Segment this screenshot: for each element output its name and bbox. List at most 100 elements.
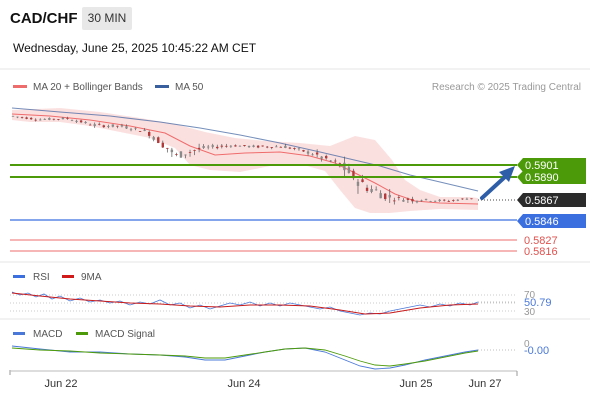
rsi-value-label: 50.79 [524, 297, 552, 309]
candle-body [88, 124, 92, 126]
candle-body [157, 137, 160, 144]
currency-pair-title: CAD/CHF [10, 10, 78, 27]
target-label-1: 0.5827 [524, 235, 558, 247]
candle-body [52, 118, 56, 120]
ma20-legend-swatch [13, 85, 27, 88]
candle-body [220, 145, 224, 147]
candle-body [20, 117, 24, 118]
candle-body [48, 118, 51, 120]
macd-value-label: -0.00 [524, 345, 549, 357]
rsi-level-30: 30 [524, 307, 536, 318]
candle-body [470, 198, 473, 200]
research-credit: Research © 2025 Trading Central [432, 82, 581, 93]
candle-body [98, 123, 101, 125]
candle-body [161, 142, 164, 148]
candle-body [461, 198, 464, 200]
candle-body [302, 150, 305, 152]
candle-body [288, 147, 292, 149]
candle-body [184, 154, 187, 156]
candle-body [370, 189, 373, 192]
candle-body [352, 170, 355, 179]
candle-body [256, 145, 260, 148]
x-tick-label: Jun 24 [227, 378, 260, 390]
candle-body [275, 146, 278, 148]
x-axis: Jun 22 Jun 24 Jun 25 Jun 27 [9, 370, 518, 390]
candle-body [138, 131, 142, 132]
candle-body [84, 121, 87, 124]
candle-body [193, 150, 196, 152]
candle-body [111, 124, 115, 127]
target-label-2: 0.5816 [524, 246, 558, 258]
candle-body [61, 117, 65, 120]
candle-body [202, 146, 205, 148]
candle-body [329, 160, 332, 162]
rsi-level-70: 70 [524, 290, 536, 301]
candle-body [388, 194, 391, 198]
candle-body [306, 151, 310, 154]
candle-body [147, 131, 151, 136]
candle-body [415, 200, 419, 203]
candle-body [188, 152, 192, 153]
candle-body [261, 145, 264, 147]
x-tick-label: Jun 22 [44, 378, 77, 390]
candle-body [129, 129, 133, 131]
candle-body [225, 145, 228, 147]
chart-datetime: Wednesday, June 25, 2025 10:45:22 AM CET [13, 41, 257, 55]
candle-body [365, 187, 369, 191]
current-price-label: 0.5867 [525, 195, 559, 207]
candle-body [334, 160, 337, 162]
candle-body [393, 200, 396, 202]
candle-body [166, 147, 169, 149]
candle-body [75, 120, 78, 122]
candle-body [243, 145, 246, 147]
candle-body [211, 145, 214, 147]
candle-body [216, 146, 219, 149]
x-tick-label: Jun 25 [399, 378, 432, 390]
candle-body [293, 148, 296, 149]
candle-body [206, 146, 210, 148]
candle-body [70, 120, 74, 122]
candle-body [11, 115, 15, 117]
candle-body [102, 125, 105, 128]
x-tick-label: Jun 27 [468, 378, 501, 390]
candle-body [361, 179, 364, 183]
candle-body [297, 148, 301, 150]
candle-body [79, 120, 83, 123]
candle-body [424, 198, 428, 200]
candle-body [229, 145, 233, 147]
candle-body [315, 152, 319, 155]
rsi-panel: RSI 9MA 70 50.79 30 [10, 272, 552, 318]
ma50-legend-swatch [155, 85, 169, 88]
candle-body [197, 147, 201, 150]
timeframe-badge[interactable]: 30 MIN [82, 7, 132, 30]
level-labels: 0.5901 0.5890 0.5867 0.5846 0.5827 0.581… [517, 158, 586, 258]
candle-body [438, 199, 441, 202]
price-candles [11, 115, 473, 205]
support-label: 0.5846 [525, 216, 559, 228]
candle-body [234, 145, 237, 147]
ma50-line [11, 107, 479, 192]
macd-signal-legend-label: MACD Signal [95, 329, 155, 340]
candle-body [356, 181, 360, 186]
candle-body [34, 119, 37, 121]
candle-body [443, 199, 446, 201]
macd-line [11, 345, 479, 370]
resistance-label-1: 0.5901 [525, 160, 559, 172]
candle-body [247, 145, 251, 147]
candle-body [325, 155, 328, 159]
candle-body [265, 146, 269, 148]
ma20-legend-label: MA 20 + Bollinger Bands [33, 82, 143, 93]
candle-body [16, 116, 19, 118]
candle-body [270, 147, 273, 148]
candle-body [93, 124, 96, 126]
candle-body [433, 200, 437, 202]
candle-body [420, 200, 423, 202]
candle-body [125, 126, 128, 129]
candle-body [179, 151, 183, 158]
candle-body [397, 196, 401, 198]
candle-body [279, 146, 283, 148]
ma20-line [11, 113, 479, 205]
candle-body [347, 167, 351, 173]
candle-body [452, 200, 455, 201]
